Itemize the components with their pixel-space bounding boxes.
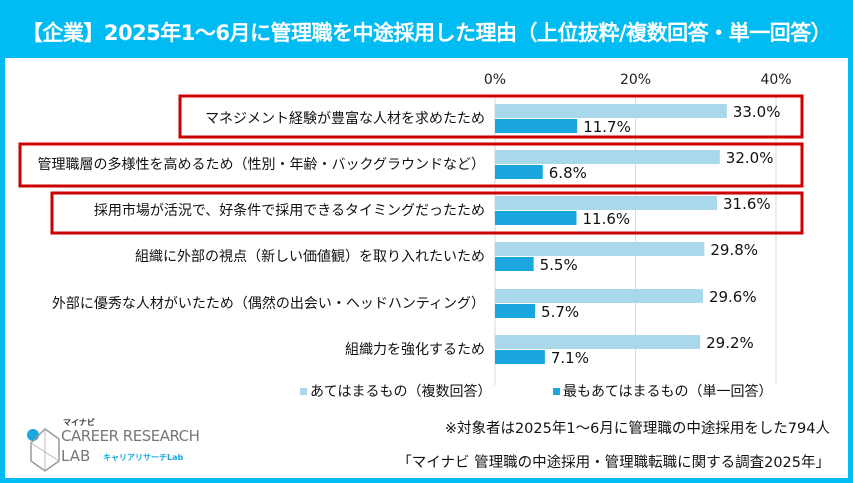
bar-single [495,304,536,318]
highlight-box [18,142,804,188]
bar-multiple [495,104,727,118]
bar-single [495,119,578,133]
category-label: 管理職層の多様性を高めるため（性別・年齢・バックグラウンドなど） [38,156,485,173]
highlight-box [50,191,804,235]
data-label: 7.1% [551,349,589,367]
logo-line2: LAB [61,447,91,465]
highlight-box [178,94,804,139]
legend-label: 最もあてはまるもの（単一回答） [563,383,772,400]
logo-mynavi: マイナビ [63,418,95,427]
bar-multiple [495,335,701,349]
data-label: 29.8% [710,241,758,259]
logo-sub: キャリアリサーチLab [103,453,184,462]
category-label: 組織力を強化するため [345,342,485,358]
x-tick-label: 20% [620,72,651,88]
bar-multiple [495,242,705,256]
data-label: 5.7% [541,303,579,321]
bar-chart: 0% 20% 40% マネジメント経験が豊富な人材を求めたため 33.0% 11.7% 管理… [18,72,804,400]
data-label: 33.0% [733,103,781,121]
bar-single [495,257,534,271]
bar-multiple [495,289,703,303]
data-label: 11.7% [583,118,631,136]
data-label: 5.5% [540,256,578,274]
x-tick-label: 40% [760,72,791,88]
bar-single [495,350,545,364]
legend-swatch [300,388,307,395]
category-label: 採用市場が活況で、好条件で採用できるタイミングだったため [94,202,485,219]
data-label: 6.8% [549,164,587,182]
logo-mark-icon [27,428,60,472]
bar-multiple [495,150,720,164]
category-label: 外部に優秀な人材がいたため（偶然の出会い・ヘッドハンティング） [52,295,485,312]
data-label: 11.6% [582,210,630,228]
data-label: 31.6% [723,195,771,213]
legend-swatch [553,388,560,395]
data-label: 29.6% [709,288,757,306]
career-research-lab-logo: マイナビ CAREER RESEARCH LAB キャリアリサーチLab [23,417,213,477]
category-label: 組織に外部の視点（新しい価値観）を取り入れたいため [135,248,485,265]
legend-label: あてはまるもの（複数回答） [310,383,491,400]
data-label: 29.2% [706,334,754,352]
chart-title: 【企業】2025年1～6月に管理職を中途採用した理由（上位抜粋/複数回答・単一回… [5,5,848,58]
bar-single [495,211,577,225]
x-tick-label: 0% [484,72,506,88]
category-label: マネジメント経験が豊富な人材を求めたため [205,110,485,127]
bar-single [495,165,543,179]
respondents-note: ※対象者は2025年1～6月に管理職の中途採用をした794人 [444,421,830,437]
logo-line1: CAREER RESEARCH [61,427,200,445]
bar-multiple [495,196,717,210]
source-note: 「マイナビ 管理職の中途採用・管理職転職に関する調査2025年」 [397,455,830,471]
data-label: 32.0% [726,149,774,167]
